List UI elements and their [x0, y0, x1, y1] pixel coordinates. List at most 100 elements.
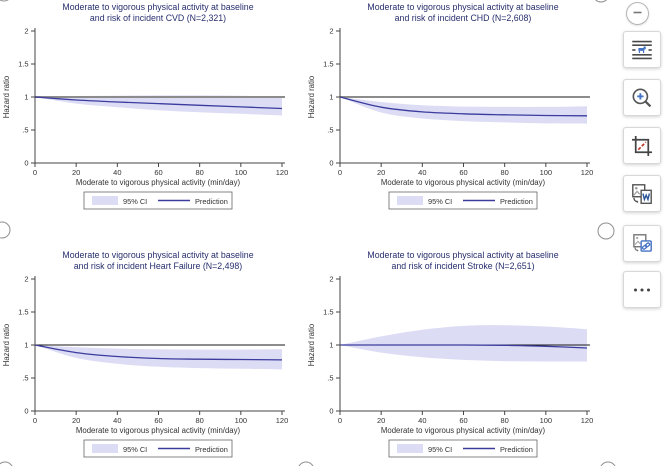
- x-tick-label: 120: [581, 168, 594, 177]
- plot-title-line2: and risk of incident Stroke (N=2,651): [391, 261, 534, 271]
- figure-image[interactable]: Moderate to vigorous physical activity a…: [0, 0, 610, 466]
- y-tick-label: 1.5: [323, 308, 333, 317]
- copy-image-link-button[interactable]: [623, 225, 661, 262]
- x-axis-label: Moderate to vigorous physical activity (…: [381, 178, 546, 187]
- plot-title-line1: Moderate to vigorous physical activity a…: [62, 250, 253, 260]
- plot-title-line1: Moderate to vigorous physical activity a…: [367, 250, 558, 260]
- selection-handle-right-middle[interactable]: [597, 222, 615, 240]
- legend-ci-swatch: [397, 444, 423, 453]
- export-to-word-button[interactable]: [623, 175, 661, 212]
- plot-heart-failure: Moderate to vigorous physical activity a…: [0, 230, 305, 466]
- prediction-line: [339, 96, 588, 117]
- x-tick-label: 60: [459, 168, 467, 177]
- extract-text-from-image-icon: [629, 37, 655, 63]
- y-tick-label: .5: [22, 374, 28, 383]
- legend-ci-label: 95% CI: [428, 197, 452, 206]
- y-tick-label: 0: [24, 159, 28, 168]
- x-axis-label: Moderate to vigorous physical activity (…: [76, 426, 241, 435]
- legend-ci-label: 95% CI: [123, 197, 147, 206]
- y-axis-label: Hazard ratio: [307, 75, 316, 118]
- legend-ci-label: 95% CI: [123, 445, 147, 454]
- x-tick-label: 100: [235, 168, 248, 177]
- x-tick-label: 20: [377, 416, 385, 425]
- x-axis-label: Moderate to vigorous physical activity (…: [381, 426, 546, 435]
- more-options-icon: [629, 277, 655, 303]
- legend-ci-swatch: [397, 196, 423, 205]
- y-tick-label: 2: [329, 27, 333, 36]
- legend-ci-swatch: [92, 444, 118, 453]
- y-tick-label: 0: [329, 159, 333, 168]
- plot-cvd: Moderate to vigorous physical activity a…: [0, 0, 305, 236]
- prediction-line: [34, 344, 283, 361]
- legend-prediction-label: Prediction: [500, 445, 533, 454]
- plot-chd: Moderate to vigorous physical activity a…: [305, 0, 610, 236]
- prediction-line: [339, 344, 588, 349]
- x-tick-label: 80: [195, 416, 203, 425]
- x-tick-label: 40: [113, 168, 121, 177]
- visual-search-button[interactable]: [623, 79, 661, 116]
- plot-title-line1: Moderate to vigorous physical activity a…: [62, 2, 253, 12]
- y-tick-label: .5: [22, 126, 28, 135]
- x-axis-label: Moderate to vigorous physical activity (…: [76, 178, 241, 187]
- extract-text-button[interactable]: [623, 31, 661, 68]
- crop-icon: [629, 133, 655, 159]
- x-tick-label: 80: [195, 168, 203, 177]
- legend-prediction-label: Prediction: [195, 445, 228, 454]
- ci-band: [340, 325, 587, 362]
- x-tick-label: 20: [72, 168, 80, 177]
- legend-ci-swatch: [92, 196, 118, 205]
- y-tick-label: 1: [24, 93, 28, 102]
- export-image-to-word-icon: [629, 181, 655, 207]
- plot-title-line2: and risk of incident CVD (N=2,321): [90, 13, 226, 23]
- plot-title-line2: and risk of incident Heart Failure (N=2,…: [74, 261, 243, 271]
- collapse-toolbar-button[interactable]: [626, 2, 649, 25]
- prediction-line: [34, 96, 283, 110]
- y-tick-label: 2: [24, 275, 28, 284]
- y-axis-label: Hazard ratio: [2, 75, 11, 118]
- ci-band: [35, 345, 282, 370]
- x-tick-label: 20: [377, 168, 385, 177]
- y-tick-label: 1.5: [18, 308, 28, 317]
- y-tick-label: 1.5: [18, 60, 28, 69]
- x-tick-label: 20: [72, 416, 80, 425]
- y-tick-label: .5: [327, 126, 333, 135]
- x-tick-label: 60: [154, 416, 162, 425]
- y-tick-label: 2: [329, 275, 333, 284]
- x-tick-label: 40: [418, 416, 426, 425]
- y-tick-label: 1: [329, 341, 333, 350]
- y-tick-label: 0: [24, 407, 28, 416]
- x-tick-label: 0: [338, 416, 342, 425]
- x-tick-label: 40: [418, 168, 426, 177]
- x-tick-label: 120: [276, 168, 289, 177]
- legend-ci-label: 95% CI: [428, 445, 452, 454]
- x-tick-label: 120: [581, 416, 594, 425]
- y-tick-label: 1: [24, 341, 28, 350]
- x-tick-label: 120: [276, 416, 289, 425]
- x-tick-label: 80: [500, 168, 508, 177]
- plot-title-line1: Moderate to vigorous physical activity a…: [367, 2, 558, 12]
- x-tick-label: 100: [540, 168, 553, 177]
- x-tick-label: 100: [235, 416, 248, 425]
- y-axis-label: Hazard ratio: [2, 323, 11, 366]
- legend-prediction-label: Prediction: [500, 197, 533, 206]
- x-tick-label: 60: [459, 416, 467, 425]
- x-tick-label: 0: [33, 168, 37, 177]
- copy-image-link-icon: [629, 231, 655, 257]
- more-options-button[interactable]: [623, 271, 661, 308]
- y-tick-label: 2: [24, 27, 28, 36]
- x-tick-label: 0: [338, 168, 342, 177]
- y-tick-label: 1: [329, 93, 333, 102]
- plot-stroke: Moderate to vigorous physical activity a…: [305, 230, 610, 466]
- visual-search-icon: [629, 85, 655, 111]
- x-tick-label: 100: [540, 416, 553, 425]
- y-tick-label: 1.5: [323, 60, 333, 69]
- crop-button[interactable]: [623, 127, 661, 164]
- ci-band: [35, 95, 282, 116]
- y-tick-label: 0: [329, 407, 333, 416]
- x-tick-label: 0: [33, 416, 37, 425]
- x-tick-label: 60: [154, 168, 162, 177]
- x-tick-label: 40: [113, 416, 121, 425]
- legend-prediction-label: Prediction: [195, 197, 228, 206]
- selection-handle-bottom-right[interactable]: [599, 461, 617, 466]
